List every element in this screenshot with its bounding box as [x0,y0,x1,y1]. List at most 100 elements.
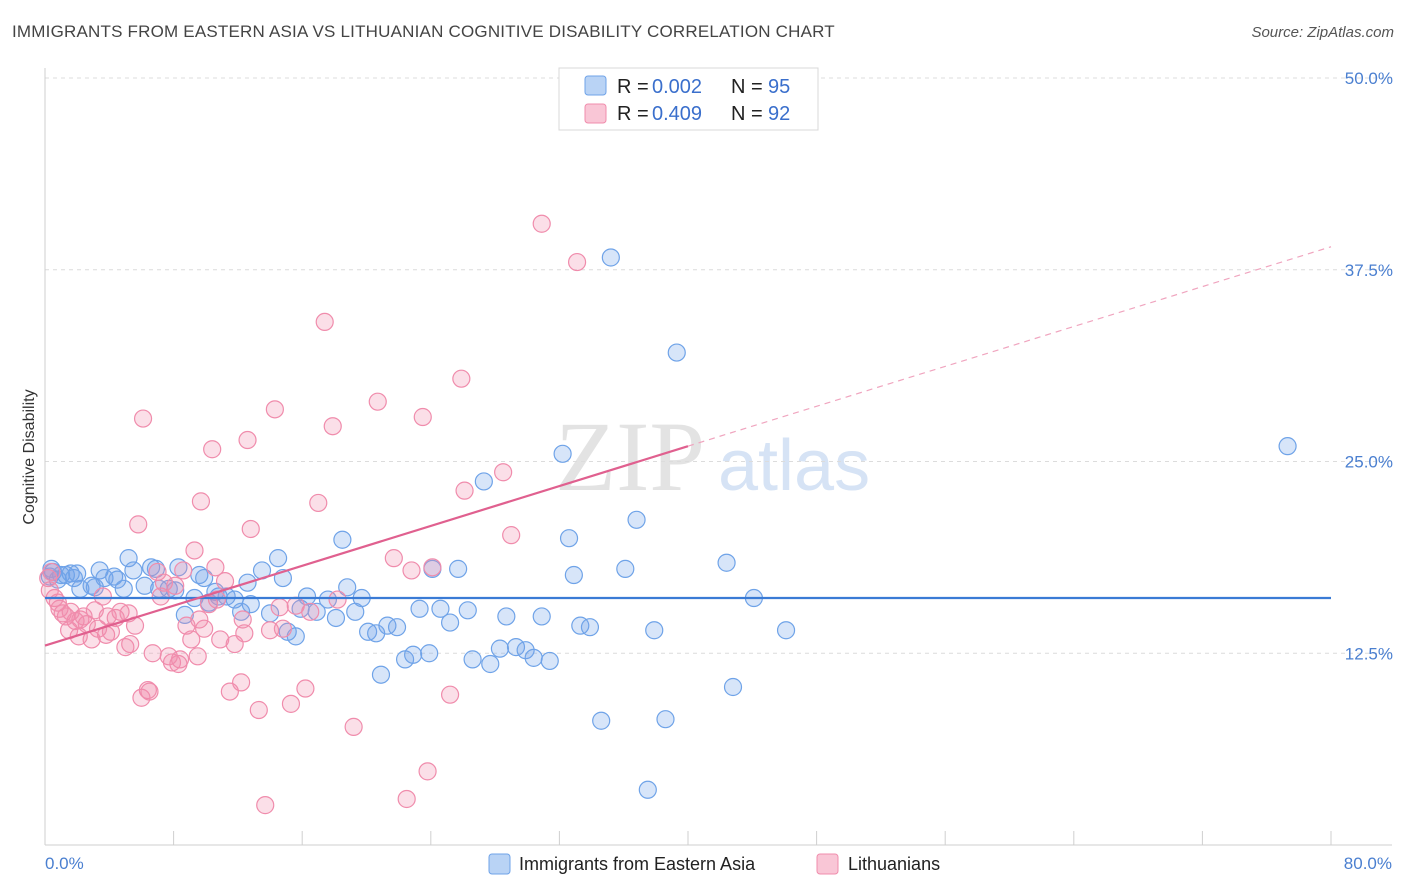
point-lithuanian [384,549,403,568]
trend-line-lithuanian [44,445,689,647]
data-points [39,214,1297,815]
y-tick-label: 37.5% [1345,261,1393,280]
x-tick-label-min: 0.0% [45,854,84,873]
point-eastern-asia [559,529,579,548]
point-eastern-asia [318,590,338,609]
point-eastern-asia [241,595,260,614]
point-lithuanian [249,700,268,720]
point-lithuanian [241,519,260,539]
legend-n-label-pink: N = [731,103,763,125]
point-lithuanian [207,590,227,609]
point-eastern-asia [601,248,620,267]
point-eastern-asia [404,645,423,664]
point-lithuanian [93,587,112,606]
point-lithuanian [174,561,193,580]
point-eastern-asia [307,602,326,621]
point-eastern-asia [449,559,468,578]
point-lithuanian [71,610,90,629]
point-lithuanian [265,400,284,419]
point-eastern-asia [481,654,500,674]
point-eastern-asia [592,711,611,730]
point-lithuanian [532,214,551,233]
y-tick-label: 12.5% [1345,644,1393,663]
point-eastern-asia [420,644,439,663]
point-lithuanian [567,252,587,272]
point-eastern-asia [146,559,166,578]
point-lithuanian [151,587,170,606]
legend-r-value-pink: 0.409 [652,103,702,125]
y-tick-labels: 12.5% 25.0% 37.5% 50.0% [1345,69,1393,663]
y-tick-label: 50.0% [1345,69,1393,88]
point-lithuanian [185,541,204,560]
point-eastern-asia [333,530,352,549]
point-lithuanian [452,369,471,388]
point-eastern-asia [627,510,646,529]
y-axis-label: Cognitive Disability [21,389,38,524]
trend-lines [44,246,1332,647]
chart-title: IMMIGRANTS FROM EASTERN ASIA VS LITHUANI… [12,22,835,41]
legend-swatch-pink [584,103,607,124]
point-lithuanian [182,630,201,649]
point-lithuanian [203,440,222,459]
point-eastern-asia [105,567,124,586]
point-lithuanian [50,599,69,618]
point-lithuanian [440,685,460,704]
point-eastern-asia [540,651,559,671]
watermark-atlas: atlas [718,426,870,506]
point-lithuanian [455,481,474,500]
point-lithuanian [256,796,275,815]
point-lithuanian [238,430,257,450]
point-eastern-asia [564,565,583,585]
point-eastern-asia [638,780,657,799]
point-lithuanian [190,610,209,629]
point-lithuanian [148,562,167,582]
point-eastern-asia [490,639,510,658]
point-lithuanian [140,682,159,701]
point-lithuanian [423,558,442,577]
trend-line-lithuanian-extension [687,246,1332,447]
point-eastern-asia [410,599,429,618]
point-eastern-asia [169,558,188,577]
point-lithuanian [323,417,342,436]
point-lithuanian [494,463,513,482]
point-eastern-asia [717,553,736,572]
point-lithuanian [418,762,437,781]
point-eastern-asia [497,607,516,626]
bottom-legend-swatch-pink [816,853,839,875]
legend-r-value-blue: 0.002 [652,76,702,98]
legend-swatch-blue [584,75,607,96]
point-eastern-asia [458,601,477,620]
legend-n-value-blue: 95 [768,76,790,98]
point-eastern-asia [723,677,743,697]
point-lithuanian [40,581,59,600]
point-eastern-asia [656,710,675,729]
point-lithuanian [315,312,334,332]
point-lithuanian [133,409,153,428]
y-tick-label: 25.0% [1345,453,1393,472]
point-lithuanian [195,619,214,638]
legend-r-label-pink: R = [617,103,649,125]
point-lithuanian [121,634,140,654]
point-lithuanian [191,492,211,511]
point-eastern-asia [338,578,357,597]
point-lithuanian [235,624,254,643]
point-lithuanian [402,561,421,580]
point-eastern-asia [124,561,143,580]
point-eastern-asia [524,648,543,667]
point-eastern-asia [553,444,572,463]
point-eastern-asia [326,608,346,628]
point-lithuanian [296,679,315,698]
point-lithuanian [281,694,301,713]
point-lithuanian [368,392,387,411]
point-eastern-asia [371,665,391,684]
point-lithuanian [166,576,185,595]
watermark-zip: ZIP [555,401,705,512]
grid-lines [45,77,1392,654]
point-lithuanian [188,647,207,666]
x-ticks [44,831,1332,845]
legend-n-label-blue: N = [731,76,763,98]
point-lithuanian [344,717,363,736]
point-lithuanian [154,573,174,592]
point-lithuanian [502,526,521,545]
point-eastern-asia [616,559,635,578]
